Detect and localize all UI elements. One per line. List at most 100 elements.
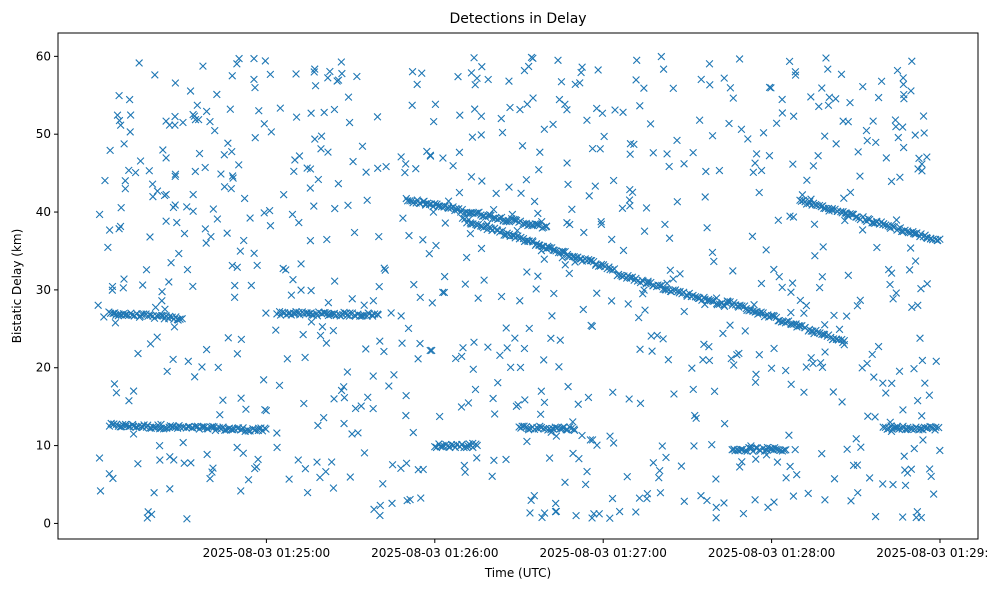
data-point: [720, 74, 729, 82]
data-point: [636, 102, 644, 110]
data-point: [213, 215, 222, 223]
data-point: [825, 207, 833, 215]
data-point: [381, 266, 390, 274]
data-point: [408, 101, 416, 110]
data-point: [202, 107, 211, 116]
data-point: [484, 343, 492, 351]
data-point: [739, 509, 748, 518]
data-point: [209, 464, 217, 472]
data-point: [669, 275, 678, 283]
data-point: [260, 209, 269, 217]
data-point: [809, 327, 817, 335]
data-point: [279, 190, 288, 199]
data-point: [841, 216, 849, 225]
data-point: [167, 258, 175, 267]
data-point: [285, 475, 293, 483]
data-point: [917, 284, 925, 293]
y-tick-label: 20: [36, 361, 51, 375]
data-point: [824, 101, 833, 110]
data-point: [882, 154, 891, 162]
data-point: [518, 141, 527, 150]
data-point: [129, 387, 138, 395]
data-point: [606, 514, 614, 522]
data-point: [774, 445, 782, 454]
data-point: [640, 286, 648, 294]
data-point: [276, 104, 285, 112]
data-point: [314, 421, 322, 430]
data-point: [561, 261, 570, 269]
data-point: [444, 204, 453, 213]
data-point: [193, 101, 202, 110]
data-point: [729, 94, 738, 102]
data-point: [858, 82, 867, 91]
data-point: [863, 359, 871, 368]
data-point: [223, 229, 231, 237]
data-point: [782, 317, 791, 326]
data-point: [642, 204, 651, 212]
data-point: [96, 487, 105, 495]
data-point: [428, 299, 437, 307]
data-point: [726, 84, 735, 92]
data-point: [765, 83, 774, 92]
data-point: [900, 452, 909, 461]
data-point: [370, 505, 378, 514]
data-point: [441, 219, 450, 227]
data-point: [564, 180, 572, 189]
data-point: [251, 133, 260, 142]
data-point: [661, 220, 669, 229]
data-point: [345, 118, 354, 127]
data-point: [385, 382, 393, 390]
data-point: [233, 443, 241, 452]
data-point: [470, 105, 479, 113]
data-point: [898, 123, 907, 131]
data-point: [705, 81, 714, 89]
data-point: [176, 423, 185, 432]
data-point: [353, 72, 361, 81]
data-point: [338, 69, 346, 78]
data-point: [380, 347, 388, 356]
data-point: [202, 239, 210, 247]
data-point: [506, 103, 514, 112]
data-point: [907, 465, 916, 474]
data-point: [640, 84, 648, 92]
data-point: [581, 480, 590, 489]
data-point: [788, 279, 797, 287]
data-point: [227, 184, 236, 193]
data-point: [600, 132, 608, 141]
data-point: [467, 173, 476, 181]
data-point: [439, 288, 447, 297]
data-point: [889, 295, 897, 303]
data-point: [807, 195, 815, 204]
data-point: [871, 512, 880, 521]
data-point: [414, 465, 423, 474]
data-point: [932, 423, 940, 432]
data-point: [778, 283, 786, 292]
data-point: [781, 366, 790, 375]
data-point: [781, 446, 790, 454]
data-point: [611, 106, 619, 114]
data-point: [514, 401, 522, 409]
data-point: [775, 272, 784, 281]
data-point: [115, 224, 123, 233]
data-point: [206, 117, 214, 126]
data-point: [712, 503, 721, 512]
data-point: [697, 491, 705, 500]
data-point: [324, 148, 332, 156]
data-point: [669, 286, 677, 294]
data-point: [785, 57, 794, 66]
data-point: [493, 378, 502, 387]
data-point: [287, 291, 296, 299]
data-point: [755, 350, 764, 359]
data-point: [936, 235, 944, 243]
data-point: [230, 293, 239, 302]
data-point: [498, 128, 507, 137]
data-point: [171, 112, 179, 121]
data-point: [183, 515, 191, 523]
data-point: [516, 105, 524, 114]
data-point: [161, 305, 169, 314]
data-point: [162, 154, 170, 162]
data-point: [707, 440, 716, 449]
data-point: [349, 157, 357, 166]
data-point: [914, 165, 922, 173]
